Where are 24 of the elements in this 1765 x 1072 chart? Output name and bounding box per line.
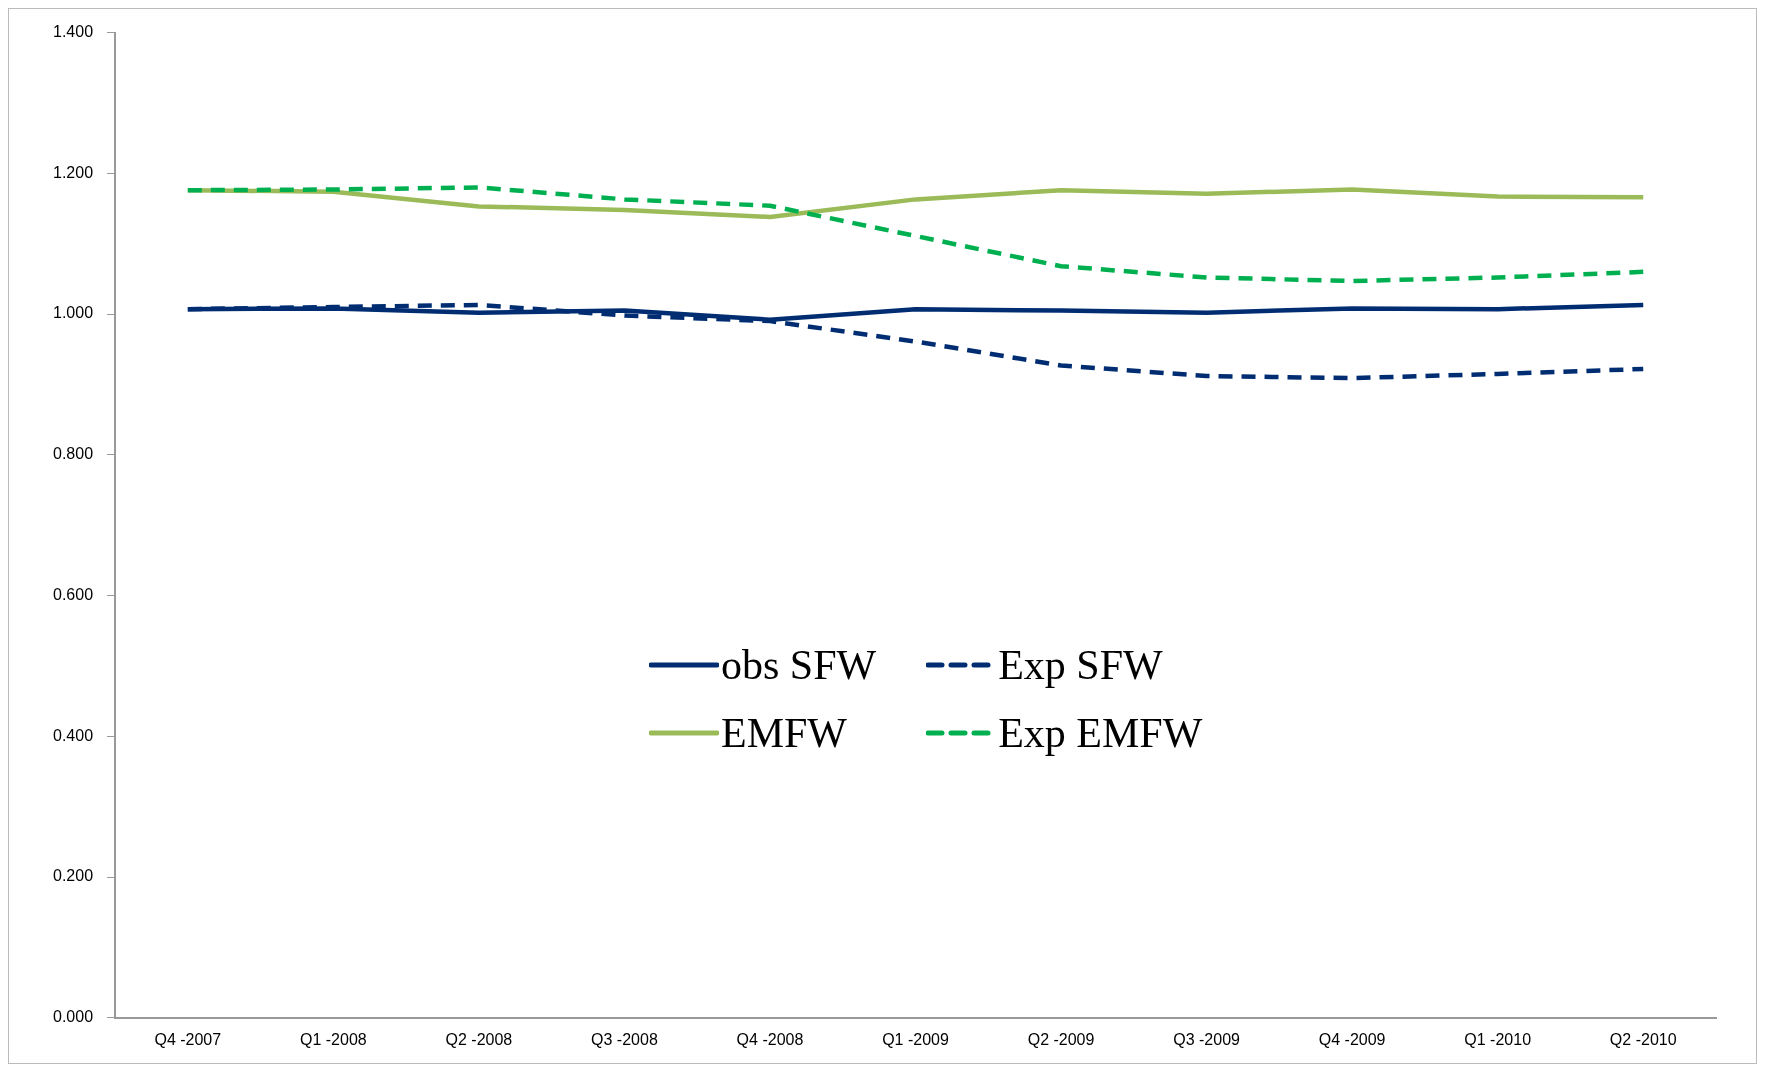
x-tick-label: Q2 -2009 [1027,1030,1095,1048]
x-tick-label: Q1 -2010 [1464,1030,1532,1048]
y-tick-label: 1.200 [52,163,94,181]
x-tick-label: Q4 -2008 [736,1030,804,1048]
legend-label: obs SFW [721,641,877,689]
y-tick-label: 1.000 [52,304,94,322]
x-tick-label: Q2 -2008 [445,1030,513,1048]
legend-label: Exp SFW [998,641,1163,689]
x-tick-label: Q3 -2009 [1173,1030,1241,1048]
y-tick-label: 0.800 [52,445,94,463]
x-tick-label: Q2 -2010 [1609,1030,1677,1048]
x-tick-label: Q4 -2007 [154,1030,222,1048]
y-tick-label: 0.200 [52,867,94,885]
y-tick-label: 0.600 [52,585,94,603]
y-tick-label: 0.000 [52,1008,94,1026]
legend-label: Exp EMFW [998,709,1203,757]
x-tick-label: Q3 -2008 [591,1030,658,1048]
x-tick-label: Q4 -2009 [1318,1030,1386,1048]
legend-label: EMFW [721,709,847,757]
x-tick-label: Q1 -2008 [299,1030,367,1048]
y-tick-label: 0.400 [52,726,94,744]
y-tick-label: 1.400 [52,23,94,41]
x-tick-label: Q1 -2009 [882,1030,949,1048]
line-series [185,185,1646,284]
